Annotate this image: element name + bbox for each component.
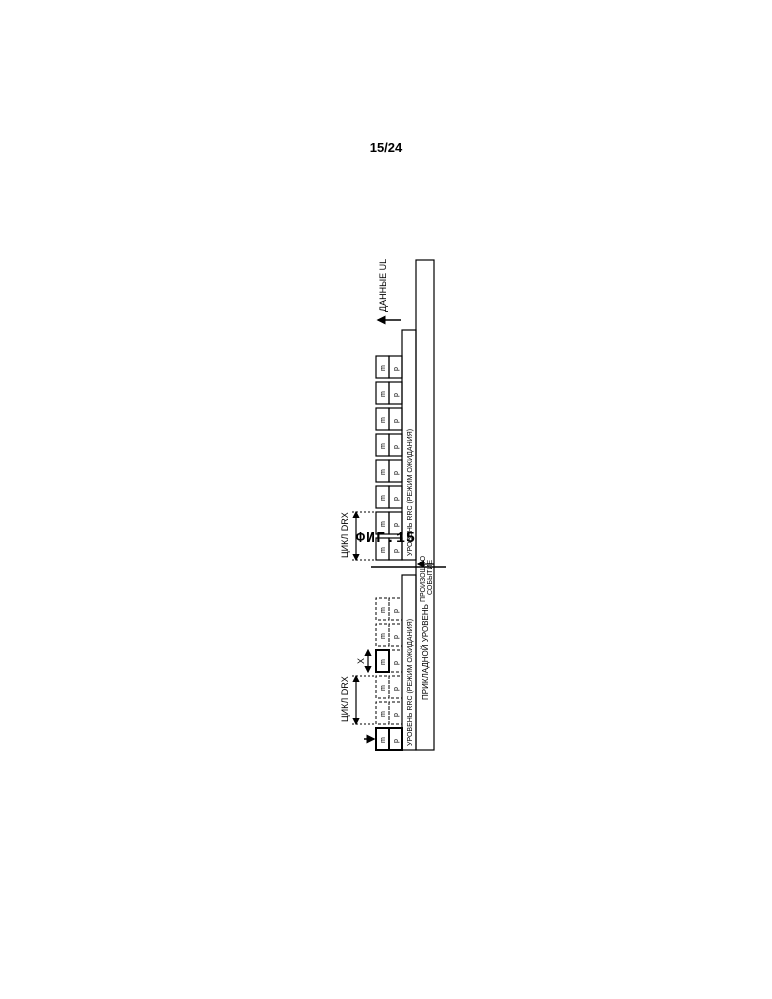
app-layer-label: ПРИКЛАДНОЙ УРОВЕНЬ [421, 604, 430, 700]
svg-text:p: p [393, 367, 400, 371]
svg-text:m: m [380, 711, 387, 717]
drx-label-left: ЦИКЛ DRX [340, 676, 350, 722]
page-number: 15/24 [370, 140, 403, 155]
svg-text:m: m [380, 607, 387, 613]
diagram-svg: m p m p m p m p m p m p УРОВЕНЬ RRC (РЕЖ… [316, 240, 456, 760]
svg-text:p: p [393, 471, 400, 475]
drx-label-right: ЦИКЛ DRX [340, 512, 350, 558]
rrc-label-left: УРОВЕНЬ RRC (РЕЖИМ ОЖИДАНИЯ) [407, 619, 414, 746]
svg-text:p: p [393, 419, 400, 423]
cell-p: p [393, 739, 400, 743]
svg-text:p: p [393, 635, 400, 639]
svg-text:p: p [393, 687, 400, 691]
ul-data-label: ДАННЫЕ UL [378, 259, 388, 312]
svg-text:m: m [380, 391, 387, 397]
svg-text:p: p [393, 393, 400, 397]
cell-m: m [380, 737, 387, 743]
svg-text:m: m [380, 521, 387, 527]
svg-text:m: m [380, 659, 387, 665]
svg-text:m: m [380, 633, 387, 639]
event-label-1: ПРОИЗОШЛО [420, 555, 427, 602]
left-group: m p m p m p m p m p m p [376, 598, 402, 750]
svg-text:m: m [380, 547, 387, 553]
timing-diagram: m p m p m p m p m p m p УРОВЕНЬ RRC (РЕЖ… [316, 240, 456, 760]
svg-text:p: p [393, 497, 400, 501]
svg-text:p: p [393, 523, 400, 527]
x-label: X [356, 658, 366, 664]
svg-text:p: p [393, 713, 400, 717]
svg-text:m: m [380, 685, 387, 691]
svg-text:m: m [380, 443, 387, 449]
figure-caption: ФИГ.15 [356, 530, 416, 547]
svg-text:m: m [380, 469, 387, 475]
svg-text:p: p [393, 549, 400, 553]
svg-text:p: p [393, 661, 400, 665]
svg-text:p: p [393, 445, 400, 449]
svg-text:m: m [380, 495, 387, 501]
svg-text:p: p [393, 609, 400, 613]
svg-text:m: m [380, 365, 387, 371]
event-label-2: СОБЫТИЕ [427, 560, 434, 595]
svg-text:m: m [380, 417, 387, 423]
